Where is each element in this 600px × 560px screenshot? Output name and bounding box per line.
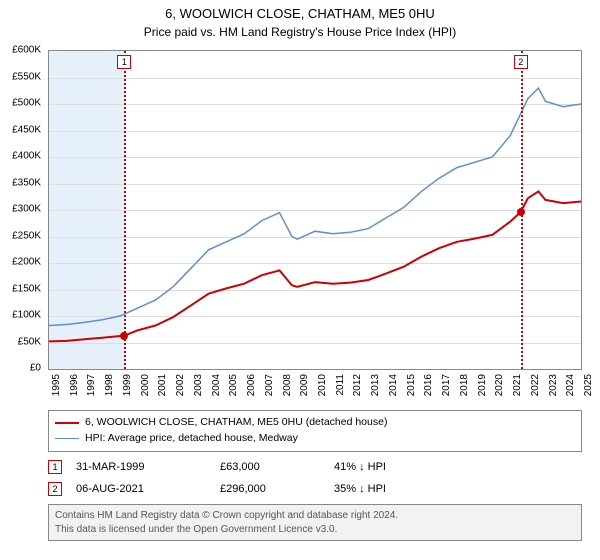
- x-tick-label: 2018: [459, 374, 470, 396]
- x-tick-label: 2010: [317, 374, 328, 396]
- sale-row-price: £63,000: [220, 461, 320, 473]
- y-tick-label: £550K: [12, 71, 41, 82]
- x-tick-label: 2015: [406, 374, 417, 396]
- x-tick-label: 2009: [299, 374, 310, 396]
- x-tick-label: 2025: [583, 374, 594, 396]
- x-tick-label: 2002: [175, 374, 186, 396]
- y-tick-label: £300K: [12, 204, 41, 215]
- footer-line2: This data is licensed under the Open Gov…: [55, 523, 575, 537]
- sale-row-date: 31-MAR-1999: [76, 461, 206, 473]
- sale-point: [517, 208, 525, 216]
- x-tick-label: 2006: [246, 374, 257, 396]
- x-axis: 1995 1996 1997 1998 1999 2000 2001 2002 2003 2004…: [48, 372, 582, 406]
- sale-row: 2 06-AUG-2021 £296,000 35% ↓ HPI: [48, 478, 582, 500]
- y-tick-label: £600K: [12, 45, 41, 56]
- x-tick-label: 2019: [477, 374, 488, 396]
- legend: 6, WOOLWICH CLOSE, CHATHAM, ME5 0HU (det…: [48, 410, 582, 452]
- x-tick-label: 2008: [282, 374, 293, 396]
- x-tick-label: 2017: [441, 374, 452, 396]
- legend-swatch: [55, 422, 79, 424]
- legend-label: HPI: Average price, detached house, Medw…: [85, 431, 298, 447]
- legend-label: 6, WOOLWICH CLOSE, CHATHAM, ME5 0HU (det…: [85, 415, 387, 431]
- series-price_paid: [49, 191, 581, 341]
- sale-marker-box: 1: [117, 55, 131, 69]
- y-tick-label: £500K: [12, 98, 41, 109]
- y-tick-label: £250K: [12, 230, 41, 241]
- x-tick-label: 2016: [423, 374, 434, 396]
- x-tick-label: 2012: [352, 374, 363, 396]
- page: 6, WOOLWICH CLOSE, CHATHAM, ME5 0HU Pric…: [0, 0, 600, 560]
- y-tick-label: £0: [30, 363, 41, 374]
- x-tick-label: 2011: [335, 374, 346, 396]
- x-tick-label: 2004: [211, 374, 222, 396]
- x-tick-label: 2000: [140, 374, 151, 396]
- x-tick-label: 1999: [122, 374, 133, 396]
- x-tick-label: 2013: [370, 374, 381, 396]
- legend-item: 6, WOOLWICH CLOSE, CHATHAM, ME5 0HU (det…: [55, 415, 575, 431]
- x-tick-label: 2024: [565, 374, 576, 396]
- chart-subtitle: Price paid vs. HM Land Registry's House …: [0, 23, 600, 39]
- y-tick-label: £200K: [12, 257, 41, 268]
- x-tick-label: 2020: [494, 374, 505, 396]
- x-tick-label: 2005: [228, 374, 239, 396]
- x-tick-label: 2007: [264, 374, 275, 396]
- legend-item: HPI: Average price, detached house, Medw…: [55, 431, 575, 447]
- sale-row-delta: 35% ↓ HPI: [334, 483, 454, 495]
- series-hpi: [49, 88, 581, 325]
- chart-title: 6, WOOLWICH CLOSE, CHATHAM, ME5 0HU: [0, 0, 600, 23]
- x-tick-label: 2003: [193, 374, 204, 396]
- x-tick-label: 2021: [512, 374, 523, 396]
- sale-marker-box: 2: [514, 55, 528, 69]
- x-tick-label: 1997: [86, 374, 97, 396]
- x-tick-label: 2023: [548, 374, 559, 396]
- y-tick-label: £350K: [12, 177, 41, 188]
- y-tick-label: £400K: [12, 151, 41, 162]
- chart-area: 12: [48, 50, 582, 370]
- sale-row-price: £296,000: [220, 483, 320, 495]
- sale-vline: [124, 51, 126, 369]
- sale-row-delta: 41% ↓ HPI: [334, 461, 454, 473]
- x-tick-label: 2022: [530, 374, 541, 396]
- y-tick-label: £450K: [12, 124, 41, 135]
- x-tick-label: 1995: [51, 374, 62, 396]
- y-tick-label: £150K: [12, 283, 41, 294]
- footer-line1: Contains HM Land Registry data © Crown c…: [55, 509, 575, 523]
- sale-row-marker: 1: [48, 460, 62, 474]
- footer: Contains HM Land Registry data © Crown c…: [48, 504, 582, 541]
- sale-row-marker: 2: [48, 482, 62, 496]
- x-tick-label: 1998: [104, 374, 115, 396]
- x-tick-label: 2014: [388, 374, 399, 396]
- x-tick-label: 2001: [157, 374, 168, 396]
- chart-lines: [49, 51, 581, 369]
- y-tick-label: £50K: [18, 336, 41, 347]
- sale-row-date: 06-AUG-2021: [76, 483, 206, 495]
- sale-row: 1 31-MAR-1999 £63,000 41% ↓ HPI: [48, 456, 582, 478]
- y-axis: £0£50K£100K£150K£200K£250K£300K£350K£400…: [0, 50, 44, 370]
- sale-point: [120, 332, 128, 340]
- sales-table: 1 31-MAR-1999 £63,000 41% ↓ HPI 2 06-AUG-2021…: [48, 456, 582, 500]
- x-tick-label: 1996: [69, 374, 80, 396]
- legend-swatch: [55, 438, 79, 439]
- y-tick-label: £100K: [12, 310, 41, 321]
